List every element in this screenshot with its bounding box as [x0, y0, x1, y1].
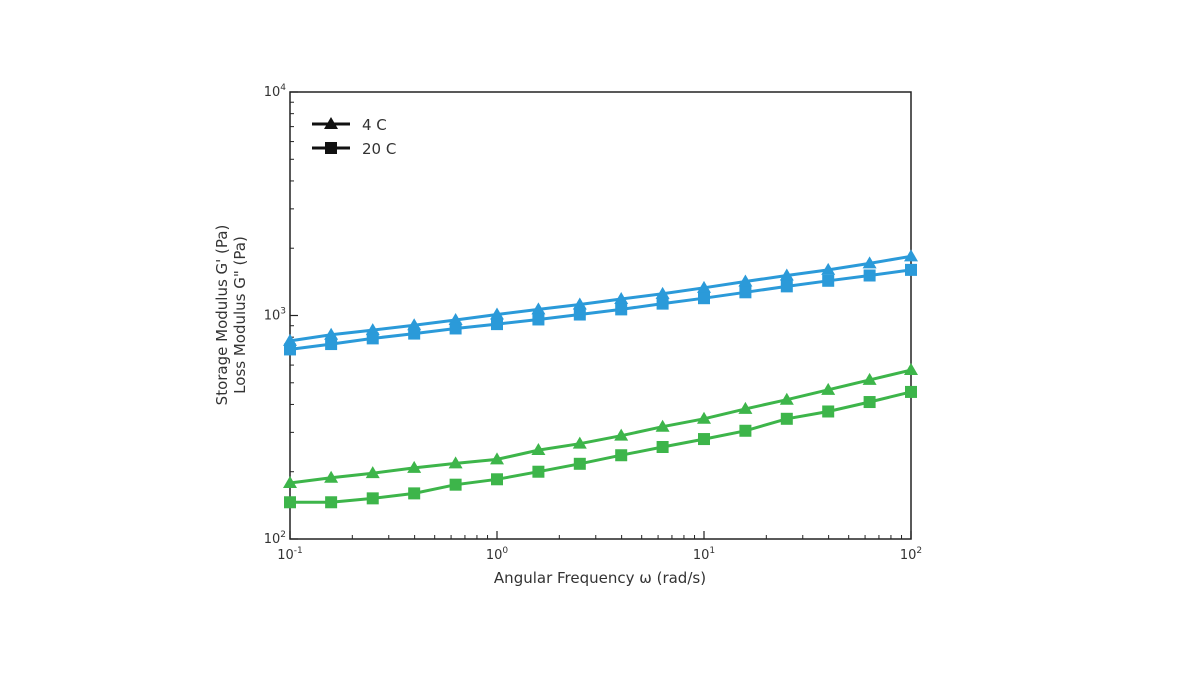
x-tick-label: 10-1 — [277, 546, 303, 563]
data-point-square — [698, 292, 710, 305]
data-point-triangle — [490, 307, 504, 320]
data-point-triangle — [821, 262, 836, 275]
data-point-triangle — [697, 280, 711, 293]
data-point-triangle — [655, 286, 670, 299]
data-point-square — [822, 405, 835, 418]
data-point-triangle — [904, 363, 918, 376]
series-layer — [283, 249, 918, 509]
data-point-square — [491, 318, 503, 331]
data-point-square — [408, 327, 421, 340]
data-point-square — [780, 280, 793, 293]
legend-label-20c: 20 C — [362, 140, 396, 158]
data-point-triangle — [407, 318, 422, 331]
legend-square-icon — [325, 142, 337, 154]
data-point-triangle — [779, 392, 794, 405]
data-point-triangle — [779, 268, 794, 281]
x-tick-label: 101 — [693, 546, 715, 563]
data-point-triangle — [448, 312, 463, 325]
data-point-triangle — [365, 466, 380, 479]
data-point-square — [905, 263, 917, 276]
data-point-triangle — [862, 372, 877, 385]
series-storage-20c — [284, 263, 917, 356]
data-point-triangle — [572, 297, 587, 310]
data-point-square — [532, 313, 545, 326]
data-point-triangle — [614, 292, 629, 305]
data-point-square — [408, 487, 421, 500]
data-point-square — [573, 457, 586, 470]
data-point-triangle — [531, 443, 546, 456]
y-tick-labels: 102 103 104 — [264, 83, 287, 547]
series-line — [289, 368, 912, 485]
plot-area — [289, 91, 912, 540]
series-line — [290, 390, 912, 504]
series-loss-4c — [283, 363, 918, 489]
data-point-triangle — [407, 460, 422, 473]
data-point-square — [325, 496, 338, 509]
x-axis-title: Angular Frequency ω (rad/s) — [494, 569, 706, 587]
y-tick-label: 104 — [264, 83, 287, 100]
legend: 4 C 20 C — [312, 116, 396, 158]
y-axis-title-loss: Loss Modulus G" (Pa) — [231, 236, 249, 394]
data-point-triangle — [283, 333, 297, 346]
data-point-triangle — [614, 428, 629, 441]
data-point-square — [573, 308, 586, 321]
legend-label-4c: 4 C — [362, 116, 387, 134]
x-tick-label: 100 — [486, 546, 509, 563]
data-point-square — [739, 286, 752, 299]
data-point-square — [284, 496, 296, 509]
data-point-triangle — [365, 323, 380, 336]
x-tick-labels: 10-1 100 101 102 — [277, 546, 922, 563]
data-point-square — [366, 492, 379, 505]
data-point-triangle — [572, 436, 587, 449]
data-point-square — [615, 449, 628, 462]
data-point-square — [284, 343, 296, 356]
data-point-triangle — [697, 411, 711, 424]
data-point-square — [615, 303, 628, 316]
data-point-square — [449, 322, 462, 335]
series-loss-20c — [284, 385, 917, 509]
data-point-square — [656, 297, 669, 310]
y-axis-title-storage: Storage Modulus G' (Pa) — [213, 225, 231, 406]
legend-item-4c: 4 C — [312, 116, 387, 134]
data-point-square — [698, 433, 710, 446]
data-point-square — [366, 332, 379, 345]
data-point-triangle — [531, 302, 546, 315]
data-point-triangle — [283, 476, 297, 489]
data-point-square — [863, 396, 876, 409]
x-tick-label: 102 — [900, 546, 922, 563]
data-point-square — [449, 478, 462, 491]
data-point-square — [780, 412, 793, 425]
data-point-triangle — [821, 382, 836, 395]
data-point-triangle — [448, 456, 463, 469]
y-tick-label: 102 — [264, 530, 286, 547]
data-point-triangle — [862, 256, 877, 269]
series-line — [289, 268, 912, 351]
series-storage-4c — [283, 249, 918, 346]
data-point-triangle — [490, 452, 504, 465]
legend-triangle-icon — [324, 117, 338, 129]
data-point-triangle — [324, 470, 339, 483]
data-point-triangle — [738, 274, 753, 287]
data-point-triangle — [904, 249, 918, 262]
data-point-triangle — [738, 401, 753, 414]
series-line — [289, 254, 912, 343]
data-point-square — [325, 338, 338, 351]
data-point-square — [532, 465, 545, 478]
data-point-square — [656, 441, 669, 454]
y-tick-label: 103 — [264, 307, 286, 324]
legend-item-20c: 20 C — [312, 140, 396, 158]
data-point-triangle — [324, 327, 339, 340]
data-point-square — [863, 269, 876, 282]
data-point-square — [491, 473, 503, 486]
data-point-square — [822, 274, 835, 287]
data-point-square — [905, 385, 917, 398]
data-point-triangle — [655, 419, 670, 432]
data-point-square — [739, 424, 752, 437]
